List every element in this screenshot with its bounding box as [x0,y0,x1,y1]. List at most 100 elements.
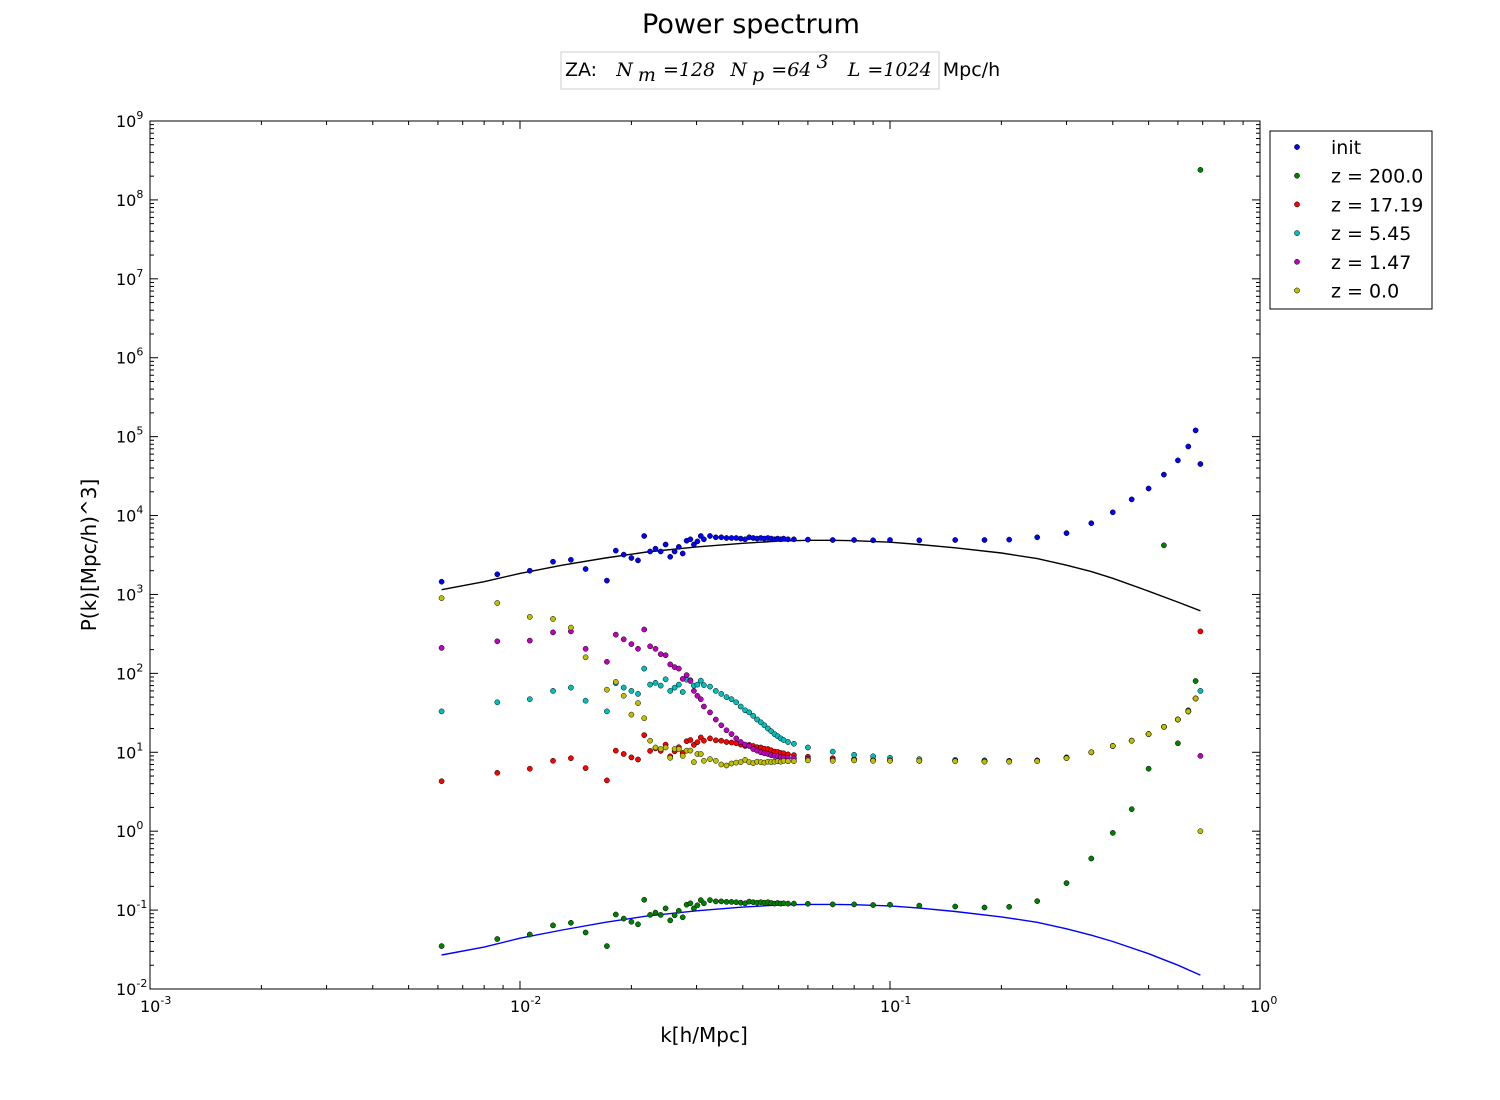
data-point [612,747,619,754]
data-point [723,694,730,700]
data-point [785,536,791,543]
data-point [438,595,445,601]
data-point [707,756,713,762]
data-point [620,692,627,699]
data-point [628,711,635,718]
legend-marker [1294,144,1300,150]
data-point [635,756,641,763]
data-point [657,682,664,689]
data-point [728,760,735,767]
y-tick-label: 109 [116,109,143,131]
data-point [635,700,641,706]
data-point [1192,427,1199,434]
y-tick-label: 106 [116,346,143,368]
data-point [916,537,923,544]
data-point [604,686,610,693]
data-point [718,898,725,905]
data-point [737,703,744,710]
data-point [805,900,811,907]
data-point [494,769,501,776]
data-point [657,746,664,752]
legend-frame [1269,130,1433,310]
data-point [1128,737,1135,744]
chart-title: Power spectrum [642,9,860,40]
data-point [526,931,533,938]
data-point [679,689,686,695]
legend-label: z = 5.45 [1331,223,1411,245]
data-point [667,917,674,924]
data-point [851,757,857,764]
axes-frame [149,120,1261,990]
data-point [582,654,589,661]
x-tick-label: 10-3 [140,994,171,1016]
legend: init z = 200.0 z = 17.19 z = 5.45 z = 1.47 z … [1269,130,1433,310]
data-point [604,658,610,665]
data-point [641,715,648,722]
data-point [582,697,589,704]
data-point [1088,855,1095,862]
data-point [582,765,589,771]
data-point [761,722,768,729]
legend-label: z = 0.0 [1331,281,1399,303]
data-point [647,737,653,744]
data-point [494,699,501,706]
data-point [701,737,707,744]
data-point [712,757,719,764]
data-point [628,555,635,561]
data-point [1006,903,1013,910]
legend-label: init [1331,137,1361,159]
data-point [582,566,589,572]
data-point [652,679,659,686]
data-point [438,645,445,651]
data-point [671,912,678,919]
data-point [1185,708,1192,715]
data-point [701,682,707,688]
data-point [526,637,533,644]
data-point [494,936,501,942]
data-point [657,548,664,555]
data-point [620,751,627,757]
data-point [805,744,811,751]
data-point [785,758,791,765]
legend-marker [1294,230,1300,236]
data-point [612,631,619,638]
data-point [662,541,669,548]
data-point [728,696,735,703]
data-point [1145,485,1152,492]
data-point [1161,542,1167,549]
data-point [870,757,876,764]
data-point [568,556,574,563]
data-point [1145,731,1152,737]
data-point [652,545,659,552]
y-tick-label: 101 [116,740,143,762]
data-point [694,681,701,688]
data-point [829,748,836,755]
data-point [620,551,627,558]
data-point [612,679,619,685]
data-point [701,536,707,543]
data-point [718,737,725,744]
data-point [694,692,701,699]
data-point [635,921,641,928]
data-point [757,719,764,726]
data-point [1006,758,1013,765]
data-point [679,676,686,682]
subtitle-l-label: L [847,59,861,81]
data-point [550,629,556,636]
data-point [1197,461,1204,467]
data-point [1109,743,1116,749]
y-tick-label: 108 [116,188,143,210]
data-point [641,626,648,633]
data-point [981,758,988,765]
y-tick-label: 102 [116,661,143,683]
data-point [723,727,730,734]
data-point [707,683,713,690]
data-point [494,571,501,578]
data-point [683,672,690,678]
subtitle-np-exp: 3 [817,51,829,73]
data-point [550,757,556,764]
data-point [728,739,735,746]
data-point [723,535,730,541]
